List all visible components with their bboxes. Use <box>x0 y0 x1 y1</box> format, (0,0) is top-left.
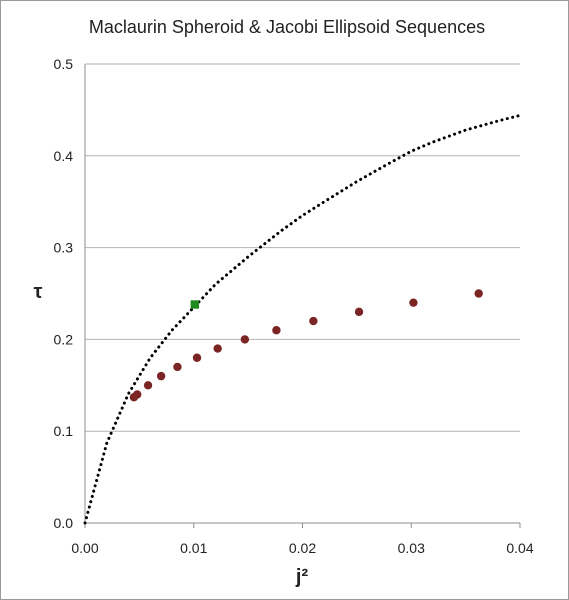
y-tick-label: 0.3 <box>54 240 74 256</box>
y-tick-labels: 0.0 0.1 0.2 0.3 0.4 0.5 <box>54 56 74 531</box>
chart-title: Maclaurin Spheroid & Jacobi Ellipsoid Se… <box>89 17 485 37</box>
jacobi-data-point <box>354 307 364 317</box>
x-tick-label: 0.01 <box>180 540 207 556</box>
bifurcation-point-marker <box>190 300 200 309</box>
maclaurin-sequence-line <box>83 113 522 525</box>
x-tick-labels: 0.00 0.01 0.02 0.03 0.04 <box>71 540 533 556</box>
jacobi-data-point <box>133 390 142 399</box>
jacobi-data-point <box>143 381 153 390</box>
x-axis-label: j² <box>295 566 309 588</box>
x-tick-label: 0.04 <box>506 540 533 556</box>
y-tick-label: 0.5 <box>54 56 74 72</box>
series-layer <box>83 113 522 525</box>
x-tick-label: 0.00 <box>71 540 98 556</box>
jacobi-data-point <box>213 344 222 353</box>
jacobi-data-point <box>240 335 250 344</box>
x-tick-label: 0.02 <box>289 540 316 556</box>
jacobi-data-point <box>474 289 483 298</box>
jacobi-data-point <box>173 362 182 372</box>
y-axis-label: τ <box>34 281 43 303</box>
x-tick-label: 0.03 <box>398 540 425 556</box>
y-tick-label: 0.1 <box>54 423 74 439</box>
gridlines <box>85 63 520 432</box>
jacobi-data-point <box>272 326 281 335</box>
jacobi-data-point <box>192 353 202 362</box>
jacobi-data-point <box>409 298 418 307</box>
axes <box>84 64 521 528</box>
y-tick-label: 0.0 <box>54 515 74 531</box>
y-tick-label: 0.4 <box>54 148 74 164</box>
jacobi-data-point <box>309 316 318 326</box>
y-tick-label: 0.2 <box>54 331 74 347</box>
jacobi-data-point <box>156 371 166 381</box>
